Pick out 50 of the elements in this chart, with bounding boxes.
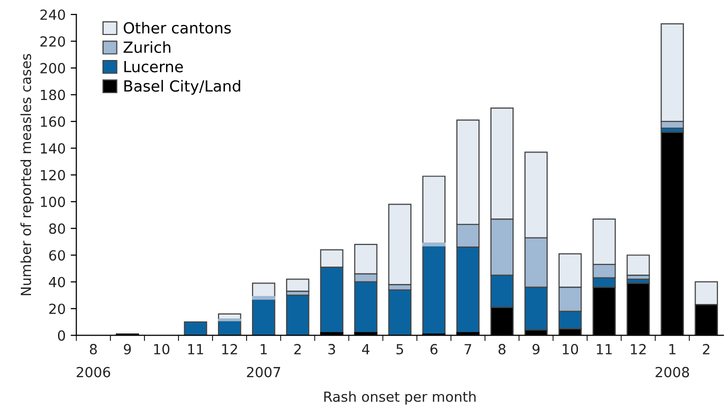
x-tick-label: 2 — [702, 344, 710, 354]
x-tick-label: 10 — [154, 344, 170, 354]
x-tick-label: 7 — [464, 344, 472, 354]
y-tick-label: 180 — [40, 90, 65, 100]
x-tick-label: 11 — [188, 344, 204, 354]
y-tick-label: 60 — [49, 250, 65, 261]
bar — [422, 242, 446, 246]
y-tick-label: 100 — [40, 196, 65, 208]
y-tick-label: 200 — [40, 62, 65, 74]
bar — [252, 298, 276, 336]
y-tick-label: 20 — [49, 304, 65, 314]
y-tick-label: 220 — [40, 36, 65, 47]
legend-label: Basel City/Land — [124, 80, 240, 95]
bar — [286, 294, 310, 336]
y-tick-label: 120 — [40, 170, 65, 180]
x-tick-label: 8 — [498, 344, 506, 354]
bar — [252, 296, 276, 300]
x-tick-label: 9 — [532, 344, 540, 354]
bar — [388, 289, 412, 336]
x-tick-label: 2 — [294, 344, 301, 354]
y-axis-title: Number of reported measles cases — [20, 54, 34, 296]
x-tick-label: 11 — [596, 344, 612, 354]
bar — [218, 320, 242, 336]
y-tick-label: 40 — [48, 276, 65, 288]
y-tick-label: 0 — [58, 330, 65, 341]
bar — [286, 278, 310, 292]
x-tick-label: 1 2007 — [246, 344, 280, 378]
y-tick-label: 80 — [49, 223, 65, 234]
legend-label: Other cantons — [124, 22, 231, 34]
x-tick-label: 9 — [124, 344, 131, 354]
x-tick-label: 12 — [222, 344, 238, 354]
y-tick-label: 140 — [40, 143, 65, 154]
x-tick-label: 8 2006 — [76, 344, 110, 378]
bar — [422, 176, 446, 244]
x-tick-label: 1 2008 — [656, 344, 690, 378]
x-tick-label: 12 — [630, 344, 646, 354]
y-tick-label: 160 — [40, 116, 65, 127]
bar — [184, 321, 208, 336]
y-tick-label: 240 — [40, 9, 65, 20]
x-axis-title: Rash onset per month — [324, 391, 476, 405]
x-tick-label: 3 — [328, 344, 336, 354]
x-tick-label: 10 — [562, 344, 578, 354]
bar — [422, 245, 446, 335]
x-tick-label: 6 — [430, 344, 438, 354]
legend-label: Lucerne — [124, 61, 183, 72]
legend-label: Zurich — [124, 41, 170, 54]
x-tick-label: 4 — [362, 344, 370, 354]
bar — [252, 282, 276, 298]
x-tick-label: 5 — [396, 344, 404, 354]
bar — [626, 254, 650, 276]
